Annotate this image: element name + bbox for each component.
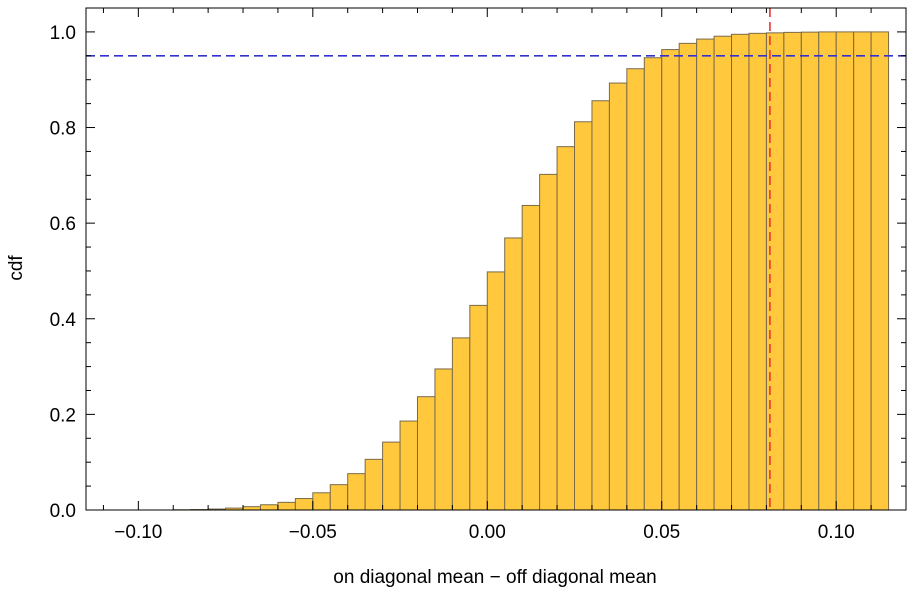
bar xyxy=(731,33,750,511)
bar xyxy=(643,57,663,511)
bar xyxy=(504,237,523,511)
ticks-group xyxy=(86,7,907,511)
bar xyxy=(399,420,418,511)
y-axis-label: cdf xyxy=(6,255,27,281)
x-axis-label: on diagonal mean − off diagonal mean xyxy=(333,567,656,588)
bar xyxy=(678,42,698,511)
bar xyxy=(748,32,767,511)
y-tick-label: 0.8 xyxy=(50,119,76,140)
bar xyxy=(835,31,855,511)
y-tick-label: 0.2 xyxy=(50,405,76,426)
x-tick-label: −0.05 xyxy=(289,522,337,543)
y-tick-label: 1.0 xyxy=(50,23,76,44)
reference-lines xyxy=(86,8,906,510)
bar xyxy=(469,304,488,511)
x-tick-label: 0.10 xyxy=(818,522,855,543)
bar xyxy=(521,204,541,511)
bar xyxy=(713,35,733,511)
bar xyxy=(853,31,872,511)
x-tick-label: 0.05 xyxy=(643,522,680,543)
bars-group xyxy=(172,31,890,511)
bar xyxy=(294,498,314,511)
x-tick-label: 0.00 xyxy=(469,522,506,543)
x-tick-label: −0.10 xyxy=(114,522,162,543)
bar xyxy=(765,32,785,511)
bar xyxy=(347,473,366,511)
bar xyxy=(486,271,506,511)
bar xyxy=(416,396,436,511)
bar xyxy=(574,121,593,511)
bar xyxy=(626,68,645,511)
bar xyxy=(608,82,628,511)
frame-border xyxy=(85,7,907,511)
y-tick-label: 0.4 xyxy=(50,310,77,331)
bar xyxy=(661,49,680,511)
bar xyxy=(364,458,384,511)
y-tick-label: 0.0 xyxy=(50,501,76,522)
bar xyxy=(242,506,261,511)
bar xyxy=(259,504,279,511)
bar xyxy=(870,31,890,511)
plot-frame xyxy=(85,7,907,511)
tick-labels-group: −0.10 −0.05 0.00 0.05 0.10 0.0 0.2 0.4 0.6 0.8 1.0 xyxy=(50,23,855,543)
bar xyxy=(556,146,576,511)
bar xyxy=(591,100,610,511)
bar xyxy=(818,31,837,511)
bar xyxy=(277,501,296,511)
bar xyxy=(696,38,715,511)
bar xyxy=(539,173,558,511)
bar xyxy=(329,484,349,511)
bar xyxy=(312,492,331,511)
bar xyxy=(800,31,820,511)
y-tick-label: 0.6 xyxy=(50,214,76,235)
bar xyxy=(434,368,453,511)
bar xyxy=(783,31,802,511)
bar xyxy=(451,337,471,511)
bar xyxy=(382,441,401,511)
